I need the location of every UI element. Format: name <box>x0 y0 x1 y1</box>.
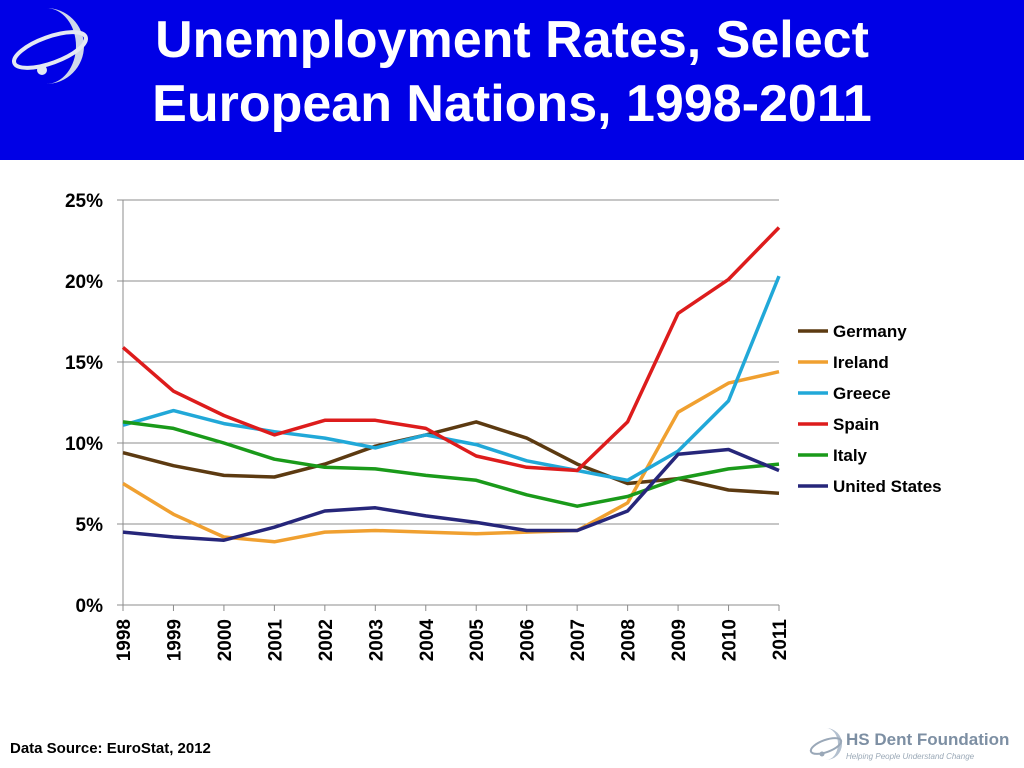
legend-entry: Greece <box>833 384 891 403</box>
x-tick-label: 2003 <box>366 619 387 661</box>
y-tick-label: 20% <box>65 272 103 293</box>
x-tick-label: 2009 <box>669 619 690 661</box>
y-tick-label: 5% <box>76 515 104 536</box>
x-tick-label: 2010 <box>720 619 741 661</box>
legend-entry: Spain <box>833 415 879 434</box>
legend-entry: Italy <box>833 446 868 465</box>
brand-name: HS Dent Foundation <box>846 730 1010 749</box>
x-tick-label: 2002 <box>316 619 337 661</box>
x-tick-label: 2000 <box>215 619 236 661</box>
x-tick-label: 2007 <box>568 619 589 661</box>
series-line <box>122 275 781 483</box>
title-banner: Unemployment Rates, Select European Nati… <box>0 0 1024 160</box>
title-line-1: Unemployment Rates, Select <box>155 11 869 69</box>
data-source-note: Data Source: EuroStat, 2012 <box>10 740 211 757</box>
page-title: Unemployment Rates, Select European Nati… <box>0 8 1024 136</box>
x-tick-label: 2006 <box>518 619 539 661</box>
series-line <box>122 447 780 542</box>
y-tick-label: 10% <box>65 434 103 455</box>
x-tick-label: 1998 <box>114 619 135 661</box>
legend-entry: Ireland <box>833 353 889 372</box>
x-tick-label: 2011 <box>770 619 791 661</box>
unemployment-line-chart: 0% 5% 10% 15% 20% 25% 1998 1999 2000 2001 2002 2003… <box>65 191 942 662</box>
legend-entry: United States <box>833 477 942 496</box>
x-tick-label: 2004 <box>417 619 438 662</box>
y-tick-label: 15% <box>65 353 103 374</box>
y-tick-label: 0% <box>76 596 104 617</box>
x-tick-label: 2005 <box>467 619 488 662</box>
x-tick-label: 1999 <box>164 619 185 661</box>
hs-dent-logo-icon <box>809 728 843 760</box>
series-line <box>121 226 781 473</box>
brand-tagline: Helping People Understand Change <box>846 752 975 761</box>
x-tick-label: 2008 <box>619 619 640 661</box>
y-tick-label: 25% <box>65 191 103 212</box>
swoosh-logo-icon <box>12 8 88 84</box>
title-line-2: European Nations, 1998-2011 <box>152 75 872 133</box>
x-tick-label: 2001 <box>265 619 286 662</box>
series-line <box>122 420 780 495</box>
series-line <box>122 420 780 508</box>
series-line <box>122 369 780 544</box>
legend-entry: Germany <box>833 322 907 341</box>
